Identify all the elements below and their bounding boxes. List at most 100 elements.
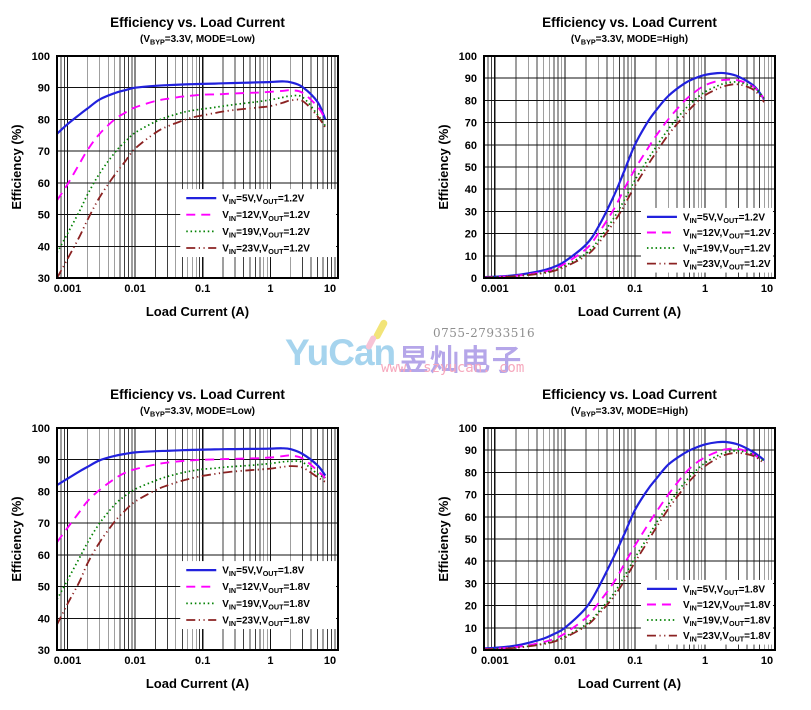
chart-title: Efficiency vs. Load Current	[542, 387, 717, 402]
chart-efficiency-high-vout1v2: VIN=5V,VOUT=1.2V VIN=12V,VOUT=1.2V VIN=19V…	[405, 0, 811, 335]
y-tick-label: 60	[38, 550, 50, 562]
y-tick-label: 30	[465, 578, 477, 590]
chart-subtitle: (VBYP=3.3V, MODE=Low)	[140, 406, 255, 419]
y-tick-label: 20	[465, 229, 477, 241]
legend-label-0: VIN=5V,VOUT=1.8V	[222, 566, 304, 579]
y-tick-label: 70	[38, 146, 50, 158]
x-tick-label: 0.001	[54, 655, 82, 667]
y-tick-label: 10	[465, 623, 477, 635]
series-line-2	[56, 460, 326, 600]
y-tick-label: 100	[32, 51, 50, 63]
y-tick-label: 30	[38, 273, 50, 285]
legend-background	[180, 189, 336, 258]
series-line-2	[483, 81, 765, 279]
x-tick-label: 0.1	[627, 283, 642, 295]
y-tick-label: 100	[32, 423, 50, 435]
series-line-2	[56, 94, 326, 254]
x-tick-label: 10	[761, 655, 773, 667]
x-tick-label: 0.1	[195, 655, 210, 667]
x-tick-label: 10	[324, 283, 336, 295]
series-line-1	[56, 454, 326, 543]
y-tick-label: 30	[465, 206, 477, 218]
plot-frame	[55, 426, 340, 652]
y-tick-label: 60	[465, 512, 477, 524]
series-line-3	[483, 451, 765, 651]
chart-subtitle: (VBYP=3.3V, MODE=Low)	[140, 34, 255, 47]
legend-label-2: VIN=19V,VOUT=1.8V	[683, 616, 771, 629]
x-tick-label: 10	[761, 283, 773, 295]
legend-label-3: VIN=23V,VOUT=1.2V	[222, 244, 310, 257]
series-line-1	[56, 89, 327, 201]
chart-svg-efficiency-low-vout1v2: VIN=5V,VOUT=1.2V VIN=12V,VOUT=1.2V VIN=19V…	[9, 15, 340, 319]
series-line-1	[483, 447, 765, 651]
y-tick-label: 90	[465, 445, 477, 457]
y-tick-label: 0	[471, 645, 477, 657]
y-tick-label: 10	[465, 251, 477, 263]
y-tick-label: 90	[38, 83, 50, 95]
x-tick-label: 1	[267, 655, 273, 667]
series-line-3	[483, 83, 765, 279]
legend-label-1: VIN=12V,VOUT=1.2V	[222, 210, 310, 223]
legend: VIN=5V,VOUT=1.2V VIN=12V,VOUT=1.2V VIN=19V…	[640, 207, 773, 273]
y-tick-label: 0	[471, 273, 477, 285]
x-tick-label: 0.1	[195, 283, 210, 295]
chart-title: Efficiency vs. Load Current	[542, 15, 717, 30]
legend: VIN=5V,VOUT=1.8V VIN=12V,VOUT=1.8V VIN=19V…	[180, 561, 336, 630]
y-tick-label: 70	[465, 490, 477, 502]
y-axis-label: Efficiency (%)	[9, 124, 24, 209]
chart-svg-efficiency-high-vout1v2: VIN=5V,VOUT=1.2V VIN=12V,VOUT=1.2V VIN=19V…	[436, 15, 777, 319]
y-tick-label: 90	[38, 455, 50, 467]
legend-label-0: VIN=5V,VOUT=1.2V	[222, 194, 304, 207]
x-tick-label: 0.01	[554, 283, 575, 295]
chart-efficiency-low-vout1v2: VIN=5V,VOUT=1.2V VIN=12V,VOUT=1.2V VIN=19V…	[0, 0, 405, 335]
y-tick-label: 70	[38, 518, 50, 530]
y-tick-label: 40	[465, 184, 477, 196]
y-tick-label: 50	[38, 582, 50, 594]
chart-title: Efficiency vs. Load Current	[110, 15, 285, 30]
y-tick-label: 70	[465, 118, 477, 130]
y-axis-label: Efficiency (%)	[436, 124, 451, 209]
y-tick-label: 80	[465, 95, 477, 107]
y-axis-label: Efficiency (%)	[9, 496, 24, 581]
x-axis-label: Load Current (A)	[578, 676, 681, 691]
y-tick-label: 100	[459, 51, 477, 63]
y-tick-label: 40	[38, 613, 50, 625]
y-tick-label: 60	[465, 140, 477, 152]
legend-background	[180, 561, 336, 630]
x-tick-label: 0.001	[54, 283, 82, 295]
y-tick-label: 40	[38, 241, 50, 253]
legend-label-1: VIN=12V,VOUT=1.8V	[683, 600, 771, 613]
x-axis-label: Load Current (A)	[578, 304, 681, 319]
series-line-0	[56, 447, 327, 487]
y-tick-label: 80	[38, 114, 50, 126]
series-line-2	[483, 449, 765, 651]
series-line-0	[483, 440, 765, 650]
y-tick-label: 50	[465, 534, 477, 546]
y-tick-label: 50	[38, 210, 50, 222]
x-tick-label: 10	[324, 655, 336, 667]
y-tick-label: 80	[38, 486, 50, 498]
legend-label-1: VIN=12V,VOUT=1.2V	[683, 228, 771, 241]
series-line-0	[56, 80, 327, 135]
x-axis-label: Load Current (A)	[146, 304, 249, 319]
chart-efficiency-high-vout1v8: VIN=5V,VOUT=1.8V VIN=12V,VOUT=1.8V VIN=19V…	[405, 372, 811, 707]
x-tick-label: 0.1	[627, 655, 642, 667]
y-tick-label: 30	[38, 645, 50, 657]
x-tick-label: 0.01	[124, 655, 145, 667]
legend-label-2: VIN=19V,VOUT=1.2V	[683, 244, 771, 257]
plot-frame	[482, 426, 777, 652]
x-tick-label: 0.001	[481, 283, 509, 295]
x-tick-label: 1	[702, 283, 708, 295]
watermark-brand-name-en: YuCan	[285, 332, 396, 373]
legend-label-3: VIN=23V,VOUT=1.8V	[222, 616, 310, 629]
x-tick-label: 0.01	[124, 283, 145, 295]
y-tick-label: 90	[465, 73, 477, 85]
y-tick-label: 20	[465, 601, 477, 613]
x-tick-label: 1	[702, 655, 708, 667]
plot-frame	[482, 54, 777, 280]
series-line-3	[56, 98, 327, 279]
legend-background	[640, 207, 773, 273]
x-tick-label: 0.001	[481, 655, 509, 667]
legend-label-2: VIN=19V,VOUT=1.8V	[222, 599, 310, 612]
